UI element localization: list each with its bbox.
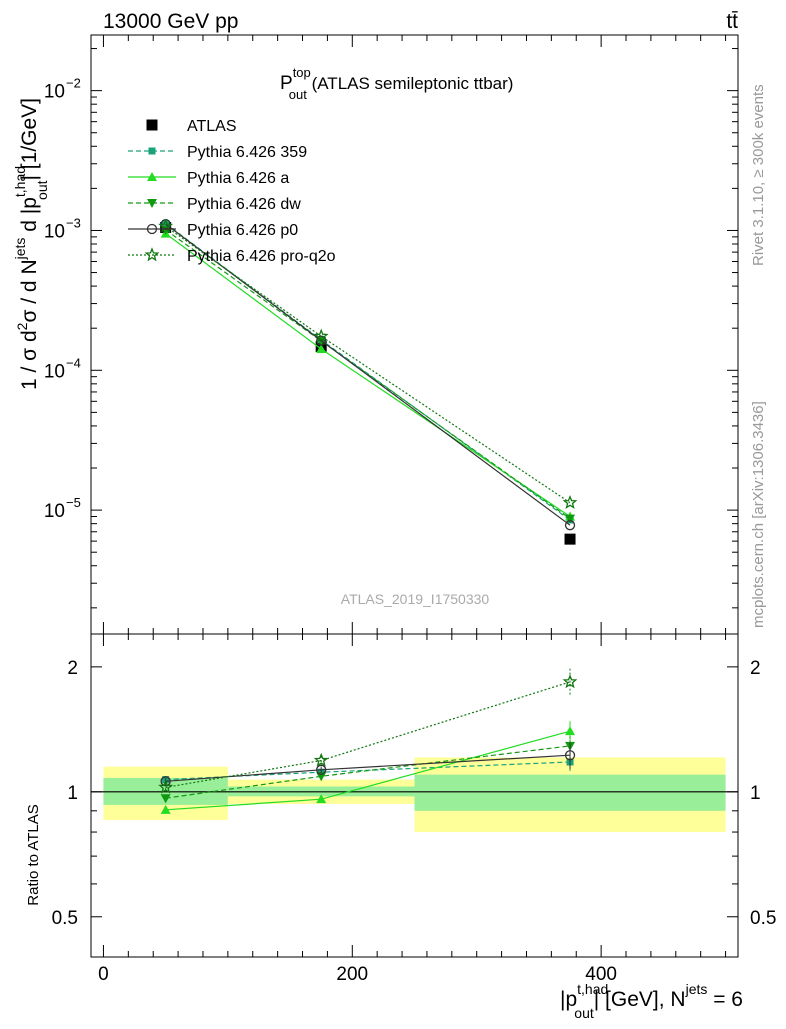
band-inner xyxy=(414,774,726,811)
main-point xyxy=(162,220,170,228)
main-series-line xyxy=(165,225,571,504)
xlabel-sup: t,had xyxy=(577,981,608,997)
legend-label: Pythia 6.426 a xyxy=(187,170,289,187)
ratio-point xyxy=(313,752,329,767)
main-ytick-exp: −2 xyxy=(66,76,81,91)
mcplots-label: mcplots.cern.ch [arXiv:1306.3436] xyxy=(750,401,767,628)
main-point xyxy=(564,533,576,545)
legend-label: Pythia 6.426 359 xyxy=(187,144,307,161)
main-ytick-exp: −3 xyxy=(66,215,81,230)
main-point xyxy=(313,328,329,343)
ratio-point xyxy=(158,779,174,794)
legend-label: Pythia 6.426 dw xyxy=(187,196,301,213)
main-series-line xyxy=(165,229,571,520)
main-ytick-label: 10 xyxy=(44,82,65,103)
ratio-ytick-label-right: 2 xyxy=(750,658,761,679)
ratio-ytick-label-right: 1 xyxy=(750,783,761,804)
main-point xyxy=(316,335,327,346)
ratio-series-3 xyxy=(160,742,576,787)
main-ytick-label: 10 xyxy=(44,361,65,382)
x-axis-label: |pt,had out| [GeV], Njets = 6 xyxy=(560,981,743,1021)
ratio-ytick-label: 0.5 xyxy=(52,908,78,929)
ratio-series-4 xyxy=(158,668,578,794)
xlabel-sup2: jets xyxy=(685,981,708,997)
title-sup: top xyxy=(293,65,311,80)
main-ytick-label: 10 xyxy=(44,501,65,522)
process-label: 13000 GeV pp xyxy=(103,10,238,33)
title-sub: out xyxy=(289,87,307,102)
ratio-ytick-label-right: 0.5 xyxy=(750,908,776,929)
legend-label: Pythia 6.426 pro-q2o xyxy=(187,248,336,265)
xtick-label: 0 xyxy=(98,964,109,985)
analysis-watermark: ATLAS_2019_I1750330 xyxy=(341,591,490,607)
ratio-point xyxy=(565,726,576,736)
main-title: Ptop out (ATLAS semileptonic ttbar) xyxy=(280,65,513,102)
main-point xyxy=(316,343,327,353)
main-series-line xyxy=(165,223,571,526)
legend-entry: Pythia 6.426 p0 xyxy=(128,222,298,239)
ratio-series-1 xyxy=(160,721,576,814)
legend-entry: ATLAS xyxy=(146,118,237,135)
main-ytick-exp: −4 xyxy=(66,355,81,370)
ratio-point xyxy=(160,794,171,804)
ratio-point xyxy=(562,674,578,689)
xlabel-mid: | [GeV], N xyxy=(594,988,686,1011)
legend-marker xyxy=(147,199,157,208)
legend-marker xyxy=(146,119,158,131)
ratio-point xyxy=(316,764,327,775)
legend-entry: Pythia 6.426 359 xyxy=(128,144,307,161)
xlabel-p: |p xyxy=(560,988,577,1011)
ratio-point xyxy=(564,750,576,761)
ratio-ytick-label: 2 xyxy=(67,658,78,679)
ratio-frame xyxy=(90,633,739,958)
main-ytick-exp: −5 xyxy=(66,495,81,510)
xlabel-sub: out xyxy=(574,1005,594,1021)
legend-entry: Pythia 6.426 pro-q2o xyxy=(128,247,336,265)
legend: ATLAS Pythia 6.426 359 Pythia 6.426 a Pythi… xyxy=(128,118,336,265)
xtick-label: 200 xyxy=(336,964,368,985)
ratio-point xyxy=(160,804,171,814)
title-rest: (ATLAS semileptonic ttbar) xyxy=(307,74,514,93)
title-base: P xyxy=(280,73,293,94)
ratio-ytick-label: 1 xyxy=(67,783,78,804)
legend-marker xyxy=(148,147,156,155)
legend-entry: Pythia 6.426 dw xyxy=(128,196,301,213)
xtick-label: 400 xyxy=(585,964,617,985)
legend-marker xyxy=(147,172,157,181)
legend-label: Pythia 6.426 p0 xyxy=(187,222,298,239)
ratio-series-line xyxy=(165,745,571,799)
main-point xyxy=(564,520,576,531)
channel-label: tt̄ xyxy=(726,10,738,33)
ratio-point xyxy=(316,772,327,782)
xlabel-end: = 6 xyxy=(707,988,743,1011)
legend-marker xyxy=(146,223,158,235)
main-ytick-label: 10 xyxy=(44,221,65,242)
main-point xyxy=(562,494,578,509)
legend-label: ATLAS xyxy=(187,118,237,135)
legend-marker xyxy=(144,247,160,262)
ratio-ylabel: Ratio to ATLAS xyxy=(25,804,42,905)
ratio-point xyxy=(316,794,327,804)
rivet-label: Rivet 3.1.10, ≥ 300k events xyxy=(750,84,767,266)
main-point xyxy=(565,514,576,524)
legend-entry: Pythia 6.426 a xyxy=(128,170,289,187)
main-plot: 10−210−310−410−5 xyxy=(44,34,739,635)
ratio-plot: 0.5 0.5 1 1 2 2 0 200 400 xyxy=(52,633,776,985)
